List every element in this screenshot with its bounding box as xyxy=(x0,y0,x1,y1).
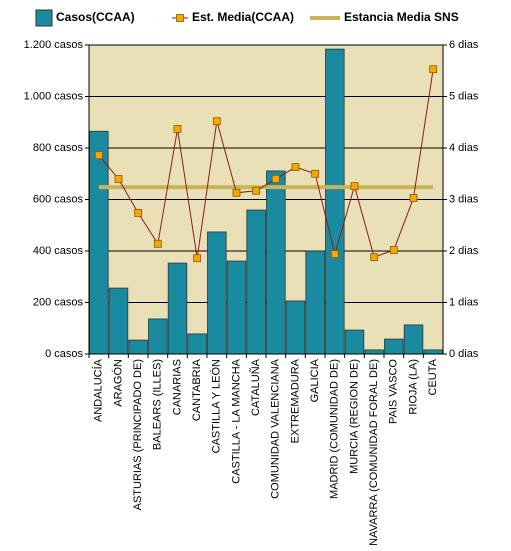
bar xyxy=(246,209,266,355)
marker xyxy=(232,188,241,197)
x-tick-label: PAIS VASCO xyxy=(388,359,400,424)
x-tick-label: GALICIA xyxy=(309,358,321,402)
marker xyxy=(212,117,221,126)
x-tick-label: CEUTA xyxy=(427,358,439,395)
y-tick-label: 400 casos xyxy=(33,245,84,257)
x-tick-label: ASTURIAS (PRINCIPADO DE) xyxy=(132,359,144,510)
marker xyxy=(114,174,123,183)
y2-tick-label: 0 dias xyxy=(449,348,479,360)
bar xyxy=(167,262,188,355)
bar xyxy=(128,339,148,355)
y2-tick-label: 1 dias xyxy=(449,296,479,308)
marker xyxy=(350,182,359,191)
x-tick-label: CASTILLA - LA MANCHA xyxy=(230,358,242,483)
bar xyxy=(187,333,207,355)
x-tick-label: ARAGÓN xyxy=(111,359,124,407)
y-tick-label: 800 casos xyxy=(33,142,84,154)
y2-tick-label: 3 dias xyxy=(449,193,479,205)
legend-swatch xyxy=(176,14,184,22)
bar xyxy=(108,287,129,355)
marker xyxy=(429,65,438,74)
x-tick-label: CANARIAS xyxy=(171,359,183,415)
marker xyxy=(271,174,280,183)
bar xyxy=(384,338,404,355)
bar xyxy=(325,48,345,355)
x-tick-label: EXTREMADURA xyxy=(289,358,301,443)
bar xyxy=(403,324,424,355)
marker xyxy=(291,163,300,171)
y-tick-label: 600 casos xyxy=(33,193,84,205)
bar xyxy=(89,130,109,355)
x-tick-label: MADRID (COMUNIDAD DE) xyxy=(329,359,341,499)
bar xyxy=(423,349,443,355)
x-tick-label: COMUNIDAD VALENCIANA xyxy=(270,358,282,498)
y2-tick-label: 5 dias xyxy=(449,90,479,102)
bar xyxy=(207,231,227,355)
y-tick-label: 1.200 casos xyxy=(24,39,84,51)
marker xyxy=(409,194,418,202)
bar xyxy=(266,170,286,355)
x-tick-label: ANDALUCÍA xyxy=(92,358,105,422)
bar xyxy=(226,260,247,355)
marker xyxy=(252,186,261,195)
bar xyxy=(285,300,306,355)
bar xyxy=(364,349,384,355)
y-tick-label: 200 casos xyxy=(33,296,84,308)
marker xyxy=(330,250,339,258)
x-tick-label: CANTABRIA xyxy=(191,358,203,421)
legend-label: Casos(CCAA) xyxy=(56,10,135,24)
x-tick-label: CASTILLA Y LEÓN xyxy=(210,359,223,453)
x-tick-label: RIOJA (LA) xyxy=(407,359,419,415)
marker xyxy=(370,253,379,262)
marker xyxy=(134,208,143,217)
marker xyxy=(311,169,320,178)
y2-tick-label: 2 dias xyxy=(449,245,479,257)
legend-label: Est. Media(CCAA) xyxy=(192,10,294,24)
bar xyxy=(148,318,168,355)
marker xyxy=(173,125,182,133)
marker xyxy=(94,151,103,160)
y-tick-label: 1.000 casos xyxy=(24,90,84,102)
bar xyxy=(305,250,325,355)
x-tick-label: CATALUÑA xyxy=(249,358,262,416)
marker xyxy=(389,246,398,254)
marker xyxy=(193,254,202,263)
marker xyxy=(153,239,162,248)
legend-label: Estancia Media SNS xyxy=(344,10,459,24)
y2-tick-label: 4 dias xyxy=(449,142,479,154)
plot-border xyxy=(88,44,444,355)
legend-swatch xyxy=(35,9,53,27)
x-tick-label: MURCIA (REGION DE) xyxy=(348,359,360,474)
x-tick-label: BALEARS (ILLES) xyxy=(152,359,164,450)
x-tick-label: NAVARRA (COMUNIDAD FORAL DE) xyxy=(368,359,380,546)
y-tick-label: 0 casos xyxy=(45,348,83,360)
bar xyxy=(344,329,365,355)
y2-tick-label: 6 dias xyxy=(449,39,479,51)
